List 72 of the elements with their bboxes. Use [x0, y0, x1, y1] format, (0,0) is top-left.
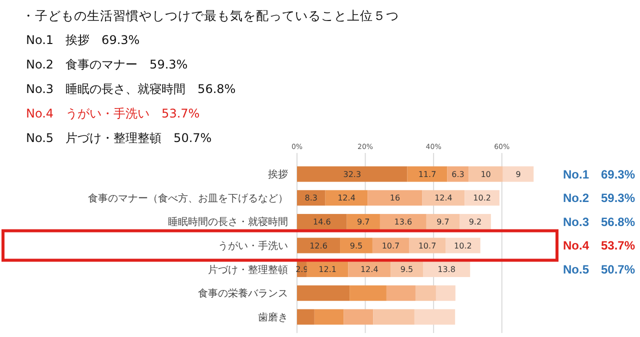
bar — [306, 262, 348, 278]
text: No.5 片づけ・整理整頓 50.7% — [26, 131, 212, 145]
bar — [502, 166, 534, 182]
text: No.2 食事のマナー 59.3% — [26, 58, 188, 72]
bar — [346, 214, 380, 230]
data-label: 12.4 — [434, 194, 452, 203]
bar — [468, 166, 503, 182]
bar — [340, 238, 372, 254]
data-label: 12.1 — [318, 265, 336, 274]
bar — [426, 214, 460, 230]
bar — [436, 285, 456, 301]
data-label: 12.4 — [360, 265, 378, 274]
data-label: 14.6 — [313, 217, 331, 226]
text: No.2 59.3% — [563, 191, 636, 206]
text: No.1 69.3% — [563, 167, 636, 182]
data-label: 13.6 — [394, 217, 412, 226]
text: No.1 挨拶 69.3% — [26, 33, 140, 47]
bar — [348, 262, 391, 278]
data-label: 9.2 — [468, 217, 482, 226]
bar — [325, 190, 368, 206]
data-label: 9.5 — [400, 265, 414, 274]
data-label: 9.5 — [350, 241, 363, 250]
y-tick-label: 食事の栄養バランス — [198, 288, 288, 300]
y-tick-label: 歯磨き — [258, 311, 288, 324]
data-label: 10 — [480, 170, 491, 179]
data-label: 8.3 — [304, 194, 318, 203]
bar — [297, 238, 340, 254]
bar — [422, 190, 465, 206]
y-tick-label: 挨拶 — [268, 168, 288, 181]
data-label: 32.3 — [343, 170, 362, 179]
y-tick-label: うがい・手洗い — [218, 240, 288, 252]
bar — [297, 309, 314, 325]
bar — [415, 285, 436, 301]
chart-title: ・子どもの生活習慣やしつけで最も気を配っていること上位５つ — [22, 8, 399, 23]
text: No.3 56.8% — [563, 214, 636, 229]
bar — [297, 190, 326, 206]
data-label: 12.4 — [338, 194, 356, 203]
y-tick-label: 片づけ・整理整頓 — [208, 264, 288, 276]
bar — [297, 285, 350, 301]
bar — [386, 285, 416, 301]
bar — [297, 214, 347, 230]
data-label: 12.6 — [310, 241, 328, 250]
bar — [414, 309, 456, 325]
bar — [344, 309, 374, 325]
bar — [350, 285, 386, 301]
data-label: 6.3 — [452, 170, 464, 179]
bar — [297, 166, 408, 182]
bar — [373, 309, 414, 325]
bar — [380, 214, 426, 230]
bar — [422, 262, 470, 278]
data-label: 13.8 — [438, 265, 456, 274]
data-label: 10.2 — [473, 194, 491, 203]
data-label: 10.2 — [454, 241, 472, 250]
y-tick-label: 睡眠時間の長さ・就寝時間 — [168, 216, 288, 228]
bar — [464, 190, 500, 206]
text: No.3 睡眠の長さ、就寝時間 56.8% — [26, 82, 236, 96]
bar — [314, 309, 344, 325]
data-label: 11.7 — [418, 170, 436, 179]
data-label: 16 — [390, 194, 400, 203]
text: No.4 53.7% — [563, 238, 636, 253]
data-label: 9.7 — [357, 217, 370, 226]
data-label: 10.7 — [382, 241, 400, 250]
bar — [460, 214, 491, 230]
text: No.5 50.7% — [563, 262, 636, 277]
data-label: 9.7 — [436, 217, 450, 226]
bar — [407, 166, 448, 182]
data-label: 10.7 — [418, 241, 436, 250]
bar — [390, 262, 423, 278]
y-tick-label: 食事のマナー（食べ方、お皿を下げるなど） — [88, 192, 288, 204]
data-label: 9 — [516, 170, 521, 179]
bar — [368, 190, 422, 206]
text: No.4 うがい・手洗い 53.7% — [26, 106, 200, 120]
